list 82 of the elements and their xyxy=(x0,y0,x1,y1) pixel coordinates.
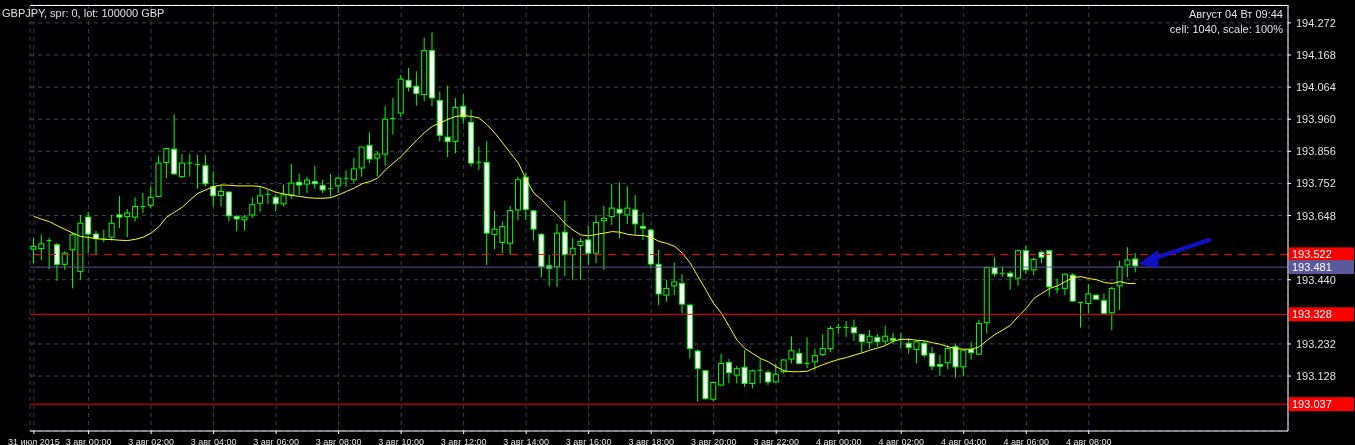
candlestick xyxy=(108,214,115,242)
x-tick-label: 3 авг 10:00 xyxy=(378,437,424,445)
x-tick-label: 3 авг 22:00 xyxy=(753,437,800,445)
candlestick xyxy=(1116,260,1123,311)
x-tick-label: 31 июл 2015 xyxy=(7,437,60,445)
x-tick-label: 3 авг 08:00 xyxy=(315,437,362,445)
x-tick-label: 4 авг 00:00 xyxy=(815,437,862,445)
candlestick xyxy=(843,320,850,338)
candlestick xyxy=(249,196,256,219)
candlestick xyxy=(53,242,60,282)
candlestick xyxy=(132,196,139,222)
candlestick xyxy=(600,205,607,271)
candlestick xyxy=(475,145,482,171)
x-tick-label: 3 авг 16:00 xyxy=(565,437,612,445)
candlestick xyxy=(639,212,646,241)
chart-title: GBPJPY, spr: 0, lot: 100000 GBP xyxy=(2,7,165,19)
candlestick xyxy=(929,346,936,371)
candlestick xyxy=(890,332,896,345)
x-tick-label: 4 авг 04:00 xyxy=(940,437,987,445)
x-tick-label: 3 авг 18:00 xyxy=(628,437,674,445)
x-tick-label: 4 авг 02:00 xyxy=(878,437,925,445)
candlestick xyxy=(311,165,318,190)
candlestick xyxy=(303,176,310,194)
candlestick xyxy=(725,358,732,384)
ref-line-label: 193.522 xyxy=(1292,248,1332,261)
y-tick-label: 194.064 xyxy=(1296,81,1336,94)
x-tick-label: 4 авг 06:00 xyxy=(1003,437,1050,445)
x-tick-label: 3 авг 04:00 xyxy=(190,437,237,445)
candlestick xyxy=(694,349,701,403)
y-tick-label: 193.232 xyxy=(1296,337,1336,350)
x-tick-label: 4 авг 08:00 xyxy=(1065,437,1112,445)
y-tick-label: 194.168 xyxy=(1296,49,1336,62)
candlestick xyxy=(679,273,686,314)
x-tick-label: 3 авг 06:00 xyxy=(253,437,299,445)
candlestick xyxy=(850,319,857,342)
y-tick-label: 193.960 xyxy=(1296,113,1336,126)
candlestick xyxy=(46,237,53,270)
y-tick-label: 193.128 xyxy=(1296,370,1336,383)
candlestick xyxy=(1054,278,1061,294)
candlestick xyxy=(671,261,678,296)
ref-line-label: 193.328 xyxy=(1292,308,1332,321)
candlestick xyxy=(343,169,350,188)
candlestick xyxy=(1085,283,1092,314)
candlestick xyxy=(225,190,232,222)
y-tick-label: 193.856 xyxy=(1296,145,1336,158)
candlestick xyxy=(1077,301,1084,329)
candlestick xyxy=(139,192,146,214)
candlestick xyxy=(936,354,943,377)
candlestick xyxy=(718,353,725,387)
y-tick-label: 193.648 xyxy=(1296,209,1336,222)
candlestick xyxy=(194,154,201,190)
candlestick xyxy=(530,209,537,242)
candlestick xyxy=(1007,270,1014,291)
candlestick xyxy=(93,230,100,256)
ref-line-label: 193.481 xyxy=(1292,261,1332,274)
x-tick-label: 3 авг 12:00 xyxy=(440,437,487,445)
candlestick xyxy=(202,154,209,188)
candlestick xyxy=(218,184,225,208)
y-tick-label: 193.752 xyxy=(1296,177,1336,190)
candlestick xyxy=(264,189,271,205)
candlestick xyxy=(804,336,811,369)
text: cell: 1040, scale: 100% xyxy=(1169,23,1283,35)
y-tick-label: 193.440 xyxy=(1296,273,1336,286)
x-tick-label: 3 авг 00:00 xyxy=(65,437,112,445)
candlestick xyxy=(632,194,639,236)
x-tick-label: 3 авг 20:00 xyxy=(690,437,737,445)
candlestick xyxy=(389,97,396,136)
ref-line-label: 193.037 xyxy=(1292,398,1332,411)
candlestick xyxy=(350,157,357,185)
candlestick xyxy=(147,185,154,209)
candlestick xyxy=(772,362,779,384)
candlestick xyxy=(257,186,264,213)
text: Август 04 Вт 09:44 xyxy=(1188,8,1283,20)
candlestick xyxy=(327,173,334,197)
candlestick xyxy=(757,357,764,384)
candlestick xyxy=(186,153,193,178)
x-tick-label: 3 авг 02:00 xyxy=(128,437,174,445)
candlestick xyxy=(61,250,68,271)
x-tick-label: 3 авг 14:00 xyxy=(503,437,549,445)
candlestick xyxy=(178,153,185,179)
candlestick xyxy=(811,348,818,371)
y-tick-label: 194.272 xyxy=(1296,16,1336,29)
